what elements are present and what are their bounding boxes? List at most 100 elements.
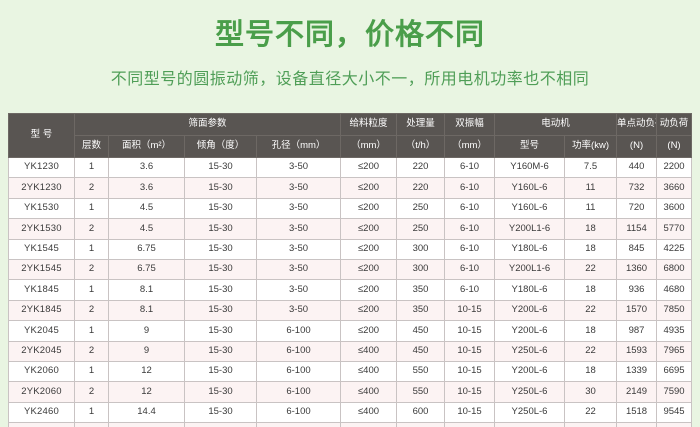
cell-motor-model: Y200L-6 (494, 320, 566, 342)
cell-dynamic-load: 2200 (656, 156, 692, 179)
cell-incline: 15-30 (184, 258, 257, 281)
cell-area: 8.1 (108, 279, 185, 301)
header-layers: 层数 (74, 135, 109, 158)
cell-layers: 1 (74, 156, 109, 179)
cell-model: YK2460 (8, 401, 75, 424)
header-capacity-unit: （t/h） (396, 135, 446, 158)
cell-motor-power: 18 (564, 218, 618, 240)
header-amplitude-unit: （mm） (444, 135, 496, 158)
cell-aperture: 6-100 (255, 422, 342, 427)
cell-layers: 2 (74, 218, 109, 240)
cell-amplitude: 6-10 (444, 279, 496, 301)
cell-layers: 2 (74, 299, 109, 322)
cell-amplitude: 6-10 (444, 218, 496, 240)
cell-aperture: 6-100 (255, 401, 342, 424)
cell-amplitude: 6-10 (444, 238, 496, 260)
cell-model: 2YK2060 (8, 381, 75, 403)
header-dynamic-load-unit: (N) (656, 135, 692, 158)
cell-aperture: 3-50 (255, 299, 342, 322)
cell-model: YK1845 (8, 279, 75, 301)
cell-motor-model: Y250L-6 (494, 381, 566, 403)
cell-incline: 15-30 (184, 177, 257, 199)
cell-motor-power: 7.5 (564, 156, 618, 179)
cell-layers: 2 (74, 340, 109, 362)
header-motor-model: 型号 (494, 135, 566, 158)
cell-point-load: 720 (616, 197, 658, 220)
cell-aperture: 3-50 (255, 156, 342, 179)
cell-dynamic-load: 5770 (656, 218, 692, 240)
table-row: YK2060 1 12 15-30 6-100 ≤400 550 10-15 Y200L-6 18… (8, 360, 692, 383)
table-row: 2YK1545 2 6.75 15-30 3-50 ≤200 300 6-10 Y200L1-6… (8, 258, 692, 281)
cell-point-load: 2107 (616, 422, 658, 427)
table-row: YK1530 1 4.5 15-30 3-50 ≤200 250 6-10 Y160L-6 11 7… (8, 197, 692, 220)
cell-motor-power: 18 (564, 279, 618, 301)
cell-incline: 15-30 (184, 156, 257, 179)
cell-point-load: 845 (616, 238, 658, 260)
cell-amplitude: 10-15 (444, 299, 496, 322)
cell-motor-power: 22 (564, 299, 618, 322)
cell-motor-model: Y200L1-6 (494, 218, 566, 240)
cell-dynamic-load: 4680 (656, 279, 692, 301)
cell-point-load: 440 (616, 156, 658, 179)
header-motor: 电动机 (494, 113, 618, 136)
header-point-load-unit: (N) (616, 135, 658, 158)
cell-motor-model: Y250L-6 (494, 340, 566, 362)
cell-aperture: 3-50 (255, 218, 342, 240)
cell-motor-power: 18 (564, 320, 618, 342)
cell-point-load: 1154 (616, 218, 658, 240)
cell-amplitude: 6-10 (444, 156, 496, 179)
cell-model: YK1230 (8, 156, 75, 179)
cell-capacity: 600 (396, 401, 446, 424)
cell-capacity: 450 (396, 320, 446, 342)
cell-layers: 2 (74, 422, 109, 427)
table-head: 型 号 筛面参数 给料粒度 处理量 双振幅 电动机 单点动负荷 动负荷 层数 面… (8, 113, 692, 158)
cell-incline: 15-30 (184, 218, 257, 240)
cell-layers: 2 (74, 258, 109, 281)
cell-layers: 1 (74, 360, 109, 383)
cell-motor-model: Y180L-6 (494, 279, 566, 301)
cell-aperture: 6-100 (255, 340, 342, 362)
table-row: YK1845 1 8.1 15-30 3-50 ≤200 350 6-10 Y180L-6 18 9… (8, 279, 692, 301)
cell-capacity: 300 (396, 238, 446, 260)
cell-feed-size: ≤200 (340, 156, 398, 179)
header-feed-size: 给料粒度 (340, 113, 398, 136)
cell-dynamic-load: 4935 (656, 320, 692, 342)
cell-incline: 15-30 (184, 360, 257, 383)
cell-motor-model: Y160M-6 (494, 156, 566, 179)
cell-capacity: 220 (396, 156, 446, 179)
cell-dynamic-load: 4225 (656, 238, 692, 260)
cell-feed-size: ≤200 (340, 238, 398, 260)
cell-aperture: 6-100 (255, 320, 342, 342)
cell-motor-model: Y160L-6 (494, 197, 566, 220)
cell-amplitude: 10-15 (444, 320, 496, 342)
cell-point-load: 2149 (616, 381, 658, 403)
cell-incline: 15-30 (184, 422, 257, 427)
cell-motor-model: Y250L-6 (494, 422, 566, 427)
header-dynamic-load: 动负荷 (656, 113, 692, 136)
cell-layers: 1 (74, 320, 109, 342)
cell-motor-model: Y250L-6 (494, 401, 566, 424)
header-aperture: 孔径（mm） (255, 135, 342, 158)
cell-point-load: 1360 (616, 258, 658, 281)
cell-feed-size: ≤400 (340, 340, 398, 362)
specification-table: 型 号 筛面参数 给料粒度 处理量 双振幅 电动机 单点动负荷 动负荷 层数 面… (8, 113, 692, 427)
table-row: YK1545 1 6.75 15-30 3-50 ≤200 300 6-10 Y180L-6 18… (8, 238, 692, 260)
cell-dynamic-load: 9545 (656, 401, 692, 424)
table-row: YK2045 1 9 15-30 6-100 ≤200 450 10-15 Y200L-6 18 9… (8, 320, 692, 342)
cell-model: 2YK1845 (8, 299, 75, 322)
cell-area: 4.5 (108, 218, 185, 240)
cell-incline: 15-30 (184, 401, 257, 424)
cell-incline: 15-30 (184, 279, 257, 301)
cell-capacity: 350 (396, 279, 446, 301)
cell-point-load: 1339 (616, 360, 658, 383)
page-subtitle: 不同型号的圆振动筛，设备直径大小不一，所用电机功率也不相同 (110, 71, 590, 89)
cell-feed-size: ≤400 (340, 381, 398, 403)
cell-capacity: 550 (396, 381, 446, 403)
table-row: 2YK2060 2 12 15-30 6-100 ≤400 550 10-15 Y250L-6 3… (8, 381, 692, 403)
cell-model: 2YK2045 (8, 340, 75, 362)
table-row: YK2460 1 14.4 15-30 6-100 ≤400 600 10-15 Y250L-6… (8, 401, 692, 424)
cell-feed-size: ≤400 (340, 422, 398, 427)
table-row: 2YK2460214.415-306-100≤40060010-15Y250L-… (8, 422, 692, 427)
cell-motor-power: 30 (564, 381, 618, 403)
